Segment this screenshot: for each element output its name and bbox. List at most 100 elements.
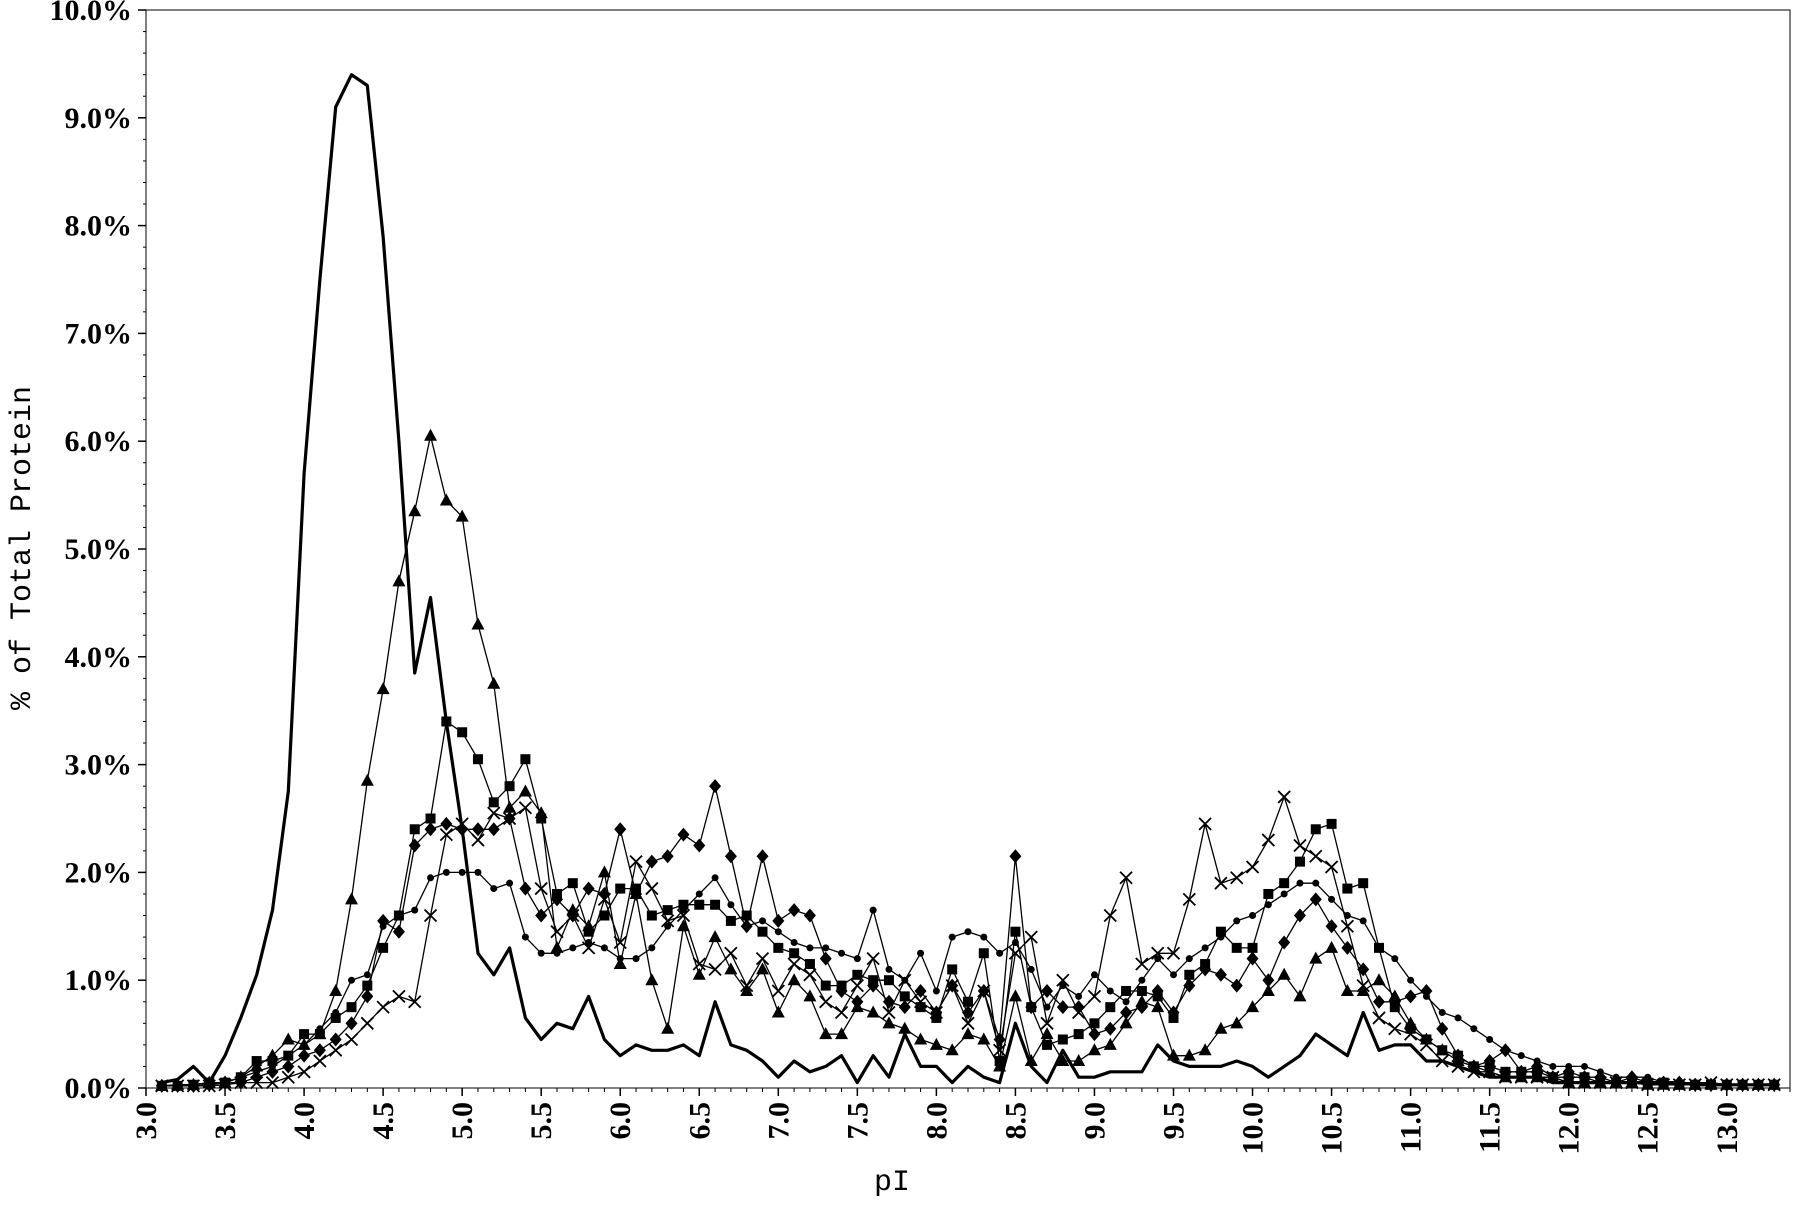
cross-marker [250, 1075, 264, 1090]
cross-marker [1151, 946, 1165, 960]
series-line [161, 785, 1775, 1087]
cross-marker [1182, 892, 1196, 906]
diamond-marker [519, 881, 532, 896]
cross-marker [850, 978, 864, 993]
dot-marker [1170, 971, 1177, 979]
diamond-marker [1183, 978, 1196, 993]
diamond-marker [1278, 935, 1291, 950]
triangle-marker [1340, 983, 1354, 996]
diamond-marker [1452, 1048, 1465, 1063]
square-marker [1105, 1002, 1116, 1013]
y-tick-label: 6.0% [65, 425, 133, 458]
series-layer [155, 73, 1781, 1093]
square-marker [963, 996, 973, 1007]
cross-marker [929, 1005, 944, 1020]
diamond-marker [345, 1016, 358, 1031]
cross-marker [866, 952, 880, 966]
dot-marker [727, 901, 735, 909]
square-marker [1421, 1034, 1432, 1045]
triangle-marker [408, 504, 422, 517]
triangle-marker [1277, 967, 1291, 980]
series-triangle [155, 428, 1781, 1091]
triangle-marker [1024, 1054, 1038, 1067]
diamond-marker [677, 827, 690, 842]
y-tick-label: 5.0% [65, 533, 133, 566]
cross-marker [170, 1079, 185, 1093]
diamond-marker [582, 881, 595, 896]
dot-marker [948, 933, 956, 941]
cross-marker [1435, 1054, 1449, 1068]
cross-marker [218, 1078, 232, 1092]
triangle-marker [613, 957, 627, 970]
cross-marker [1483, 1065, 1497, 1079]
triangle-marker [1198, 1043, 1212, 1056]
diamond-marker [645, 854, 658, 869]
diamond-marker [1562, 1064, 1575, 1079]
cross-marker [1735, 1078, 1750, 1092]
triangle-marker [597, 865, 611, 878]
dot-marker [569, 944, 577, 952]
x-tick-label: 5.5 [525, 1102, 558, 1140]
diamond-marker [1483, 1054, 1496, 1069]
dot-marker [1233, 917, 1241, 925]
cross-marker [202, 1079, 216, 1093]
y-tick-label: 10.0% [50, 0, 133, 27]
diamond-marker [993, 1032, 1006, 1047]
series-cross [155, 790, 1781, 1093]
diamond-marker [1041, 983, 1054, 998]
dot-marker [1533, 1057, 1541, 1065]
cross-marker [502, 811, 517, 826]
cross-marker [1309, 849, 1323, 863]
dot-marker [1043, 1003, 1051, 1011]
cross-marker [708, 962, 722, 977]
diamond-marker [1373, 994, 1385, 1009]
square-marker [978, 948, 989, 959]
triangle-marker [961, 1027, 975, 1040]
dot-marker [1217, 933, 1225, 941]
diamond-marker [329, 1032, 342, 1047]
cross-marker [1372, 1011, 1386, 1025]
diamond-marker [1199, 962, 1212, 977]
square-marker [1231, 942, 1242, 953]
diamond-marker [661, 849, 674, 864]
cross-marker [1103, 908, 1117, 923]
diamond-marker [266, 1064, 279, 1079]
dot-marker [885, 965, 893, 973]
cross-marker [1056, 973, 1070, 987]
dot-marker [1296, 879, 1304, 887]
cross-marker [692, 957, 706, 971]
dot-marker [774, 928, 782, 936]
dot-marker [1011, 938, 1019, 946]
dot-marker [806, 944, 814, 952]
cross-marker [597, 892, 612, 906]
dot-marker [1138, 976, 1146, 984]
cross-marker [1261, 833, 1275, 847]
triangle-marker [645, 973, 659, 986]
square-marker [1215, 926, 1226, 937]
square-marker [1247, 942, 1258, 953]
cross-marker [1672, 1078, 1686, 1092]
cross-marker [1388, 1022, 1402, 1036]
triangle-marker [550, 940, 564, 953]
dot-marker [1422, 992, 1430, 1000]
triangle-marker [1214, 1021, 1228, 1034]
cross-marker [787, 957, 801, 971]
x-tick-label: 6.0 [604, 1102, 637, 1140]
diamond-marker [1088, 1027, 1101, 1042]
square-marker [1042, 1039, 1053, 1050]
dot-marker [711, 874, 719, 882]
dot-marker [1470, 1025, 1478, 1033]
x-tick-label: 7.5 [841, 1102, 874, 1140]
square-marker [1437, 1045, 1448, 1056]
triangle-marker [771, 1005, 785, 1018]
diamond-marker [914, 983, 927, 998]
y-tick-label: 4.0% [65, 641, 133, 674]
dot-marker [284, 1052, 292, 1060]
square-marker [583, 926, 594, 937]
dot-marker [268, 1062, 276, 1070]
dot-marker [616, 955, 624, 963]
dot-marker [237, 1073, 245, 1081]
dot-marker [1359, 917, 1367, 925]
dot-marker [348, 976, 355, 984]
diamond-marker [1420, 983, 1433, 998]
